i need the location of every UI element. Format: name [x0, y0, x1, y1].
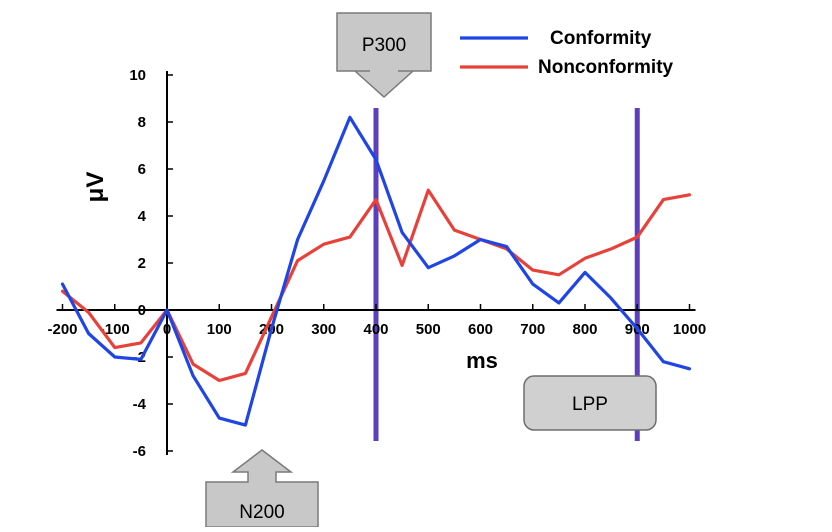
x-axis-title: ms — [466, 348, 498, 373]
x-tick-label: 300 — [311, 321, 336, 338]
x-tick-label: -200 — [47, 321, 77, 338]
axes-layer: -200 -100 0 100 200 300 400 500 600 700 800 900 1000… — [47, 67, 706, 460]
p300-callout-label: P300 — [362, 35, 406, 56]
x-tick-label: -100 — [100, 321, 130, 338]
x-tick-label: 700 — [520, 321, 545, 338]
lpp-callout-label: LPP — [572, 394, 608, 415]
y-tick-label: -6 — [133, 443, 146, 460]
legend-label-nonconformity: Nonconformity — [538, 57, 674, 78]
series-line-conformity — [60, 115, 692, 427]
x-tick-label: 800 — [572, 321, 597, 338]
y-tick-label: 8 — [138, 114, 146, 131]
x-tick-label: 600 — [468, 321, 493, 338]
annotation-layer: P300 N200 LPP — [205, 12, 657, 528]
lpp-callout: LPP — [523, 375, 657, 431]
y-tick-label: 6 — [138, 161, 146, 178]
legend: Conformity Nonconformity — [460, 28, 674, 78]
x-tick-label: 400 — [363, 321, 388, 338]
series-layer — [60, 115, 692, 427]
x-tick-label: 0 — [163, 321, 171, 338]
y-axis-title: μV — [82, 172, 109, 203]
y-tick-label: 2 — [138, 255, 146, 272]
y-tick-label: 10 — [129, 67, 146, 84]
p300-callout-shape — [336, 12, 432, 99]
x-tick-label: 500 — [416, 321, 441, 338]
y-tick-label: 4 — [138, 208, 147, 225]
x-tick-label: 100 — [207, 321, 232, 338]
legend-label-conformity: Conformity — [550, 28, 652, 49]
lpp-callout-box — [523, 375, 657, 431]
n200-callout-label: N200 — [239, 502, 284, 523]
p300-callout: P300 — [336, 12, 432, 99]
y-tick-label: 0 — [138, 302, 146, 319]
y-tick-label: -4 — [133, 396, 147, 413]
n200-callout: N200 — [205, 449, 319, 528]
x-tick-label: 1000 — [673, 321, 706, 338]
